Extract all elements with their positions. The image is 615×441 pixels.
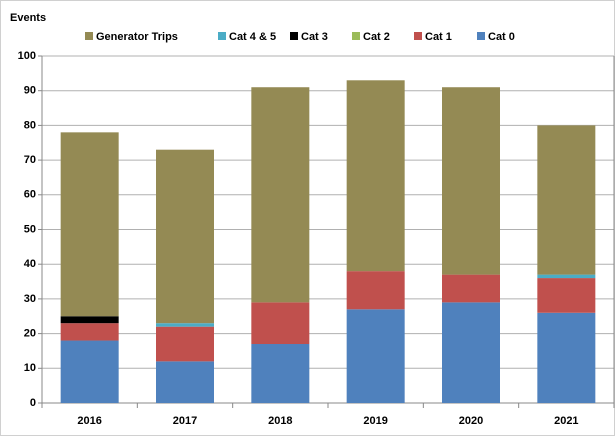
y-tick-label: 70 <box>24 154 36 166</box>
bar-segment <box>60 323 119 341</box>
bar-segment <box>60 132 119 317</box>
bar-segment <box>60 316 119 324</box>
bar-segment <box>60 340 119 403</box>
legend-label: Cat 4 & 5 <box>229 31 276 43</box>
bar-segment <box>251 344 310 403</box>
bar-segment <box>156 323 214 327</box>
y-tick-label: 10 <box>24 362 36 374</box>
y-tick-label: 40 <box>24 258 36 270</box>
legend-label: Cat 2 <box>363 31 390 43</box>
bar-segment <box>346 271 405 310</box>
bar-segment <box>442 87 500 275</box>
x-tick-label: 2021 <box>554 415 578 427</box>
bar-segment <box>251 87 310 303</box>
bar-segment <box>442 302 500 403</box>
bar-segment <box>156 326 214 362</box>
x-tick-label: 2017 <box>173 415 197 427</box>
bar-segment <box>156 149 214 324</box>
bar-segment <box>537 125 596 275</box>
bar-segment <box>442 274 500 303</box>
y-tick-label: 90 <box>24 85 36 97</box>
x-tick-label: 2018 <box>268 415 292 427</box>
bar-segment <box>537 312 596 403</box>
y-axis-label: Events <box>10 12 46 24</box>
legend-label: Cat 0 <box>488 31 515 43</box>
bar-segment <box>537 274 596 279</box>
y-tick-label: 60 <box>24 189 36 201</box>
y-tick-label: 100 <box>18 50 36 62</box>
legend-label: Generator Trips <box>96 31 178 43</box>
y-tick-label: 0 <box>30 397 36 409</box>
legend-swatch <box>85 32 93 40</box>
legend-swatch <box>414 32 422 40</box>
legend-swatch <box>352 32 360 40</box>
bar-segment <box>346 80 405 272</box>
bar-segment <box>537 278 596 313</box>
legend-swatch <box>218 32 226 40</box>
legend-label: Cat 1 <box>425 31 452 43</box>
x-tick-label: 2019 <box>363 415 387 427</box>
legend-swatch <box>290 32 298 40</box>
legend-label: Cat 3 <box>301 31 328 43</box>
legend-swatch <box>477 32 485 40</box>
x-tick-label: 2016 <box>77 415 101 427</box>
y-tick-label: 20 <box>24 328 36 340</box>
bar-segment <box>156 361 214 403</box>
y-tick-label: 80 <box>24 119 36 131</box>
bar-segment <box>251 302 310 345</box>
x-tick-label: 2020 <box>459 415 483 427</box>
bar-segment <box>346 309 405 403</box>
y-tick-label: 30 <box>24 293 36 305</box>
y-tick-label: 50 <box>24 223 36 235</box>
